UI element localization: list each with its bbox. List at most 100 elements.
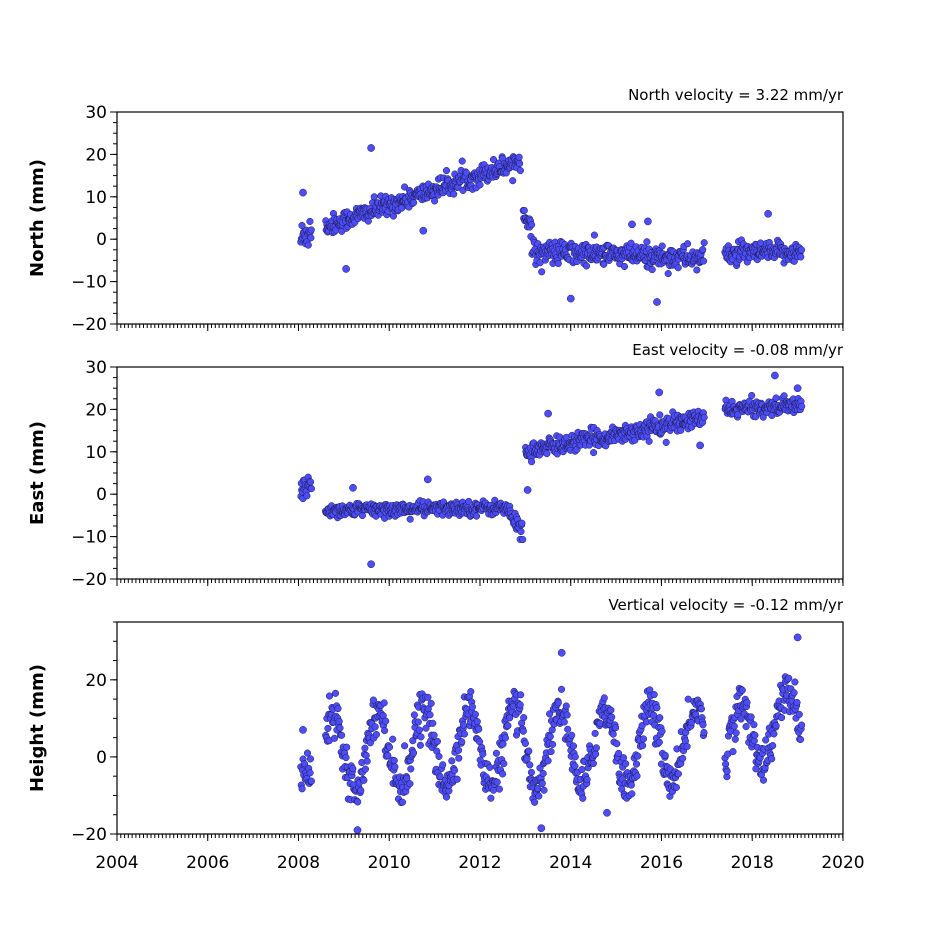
data-point	[538, 268, 546, 276]
data-point	[564, 725, 572, 733]
data-point-outlier	[544, 409, 552, 418]
data-point	[516, 167, 524, 175]
data-point	[743, 698, 751, 707]
data-point	[653, 704, 661, 712]
data-point	[578, 765, 586, 774]
data-point-outlier	[299, 188, 307, 197]
data-point	[540, 786, 548, 794]
data-point	[769, 742, 777, 750]
x-tick-label: 2004	[95, 853, 138, 873]
data-point	[592, 744, 600, 752]
data-point	[519, 727, 527, 735]
data-point	[568, 731, 576, 739]
data-point	[643, 238, 651, 246]
data-point	[361, 744, 369, 752]
data-point	[683, 743, 691, 751]
data-point	[465, 497, 473, 505]
axes-frame-north	[116, 111, 844, 325]
data-point	[650, 691, 658, 699]
data-point-outlier	[299, 726, 307, 734]
data-point	[798, 402, 806, 410]
data-point	[554, 259, 562, 268]
x-tick-label: 2006	[186, 853, 229, 873]
data-point	[742, 723, 750, 731]
data-point	[372, 730, 380, 739]
data-point	[410, 199, 418, 207]
data-point	[639, 742, 647, 750]
data-point	[338, 731, 346, 739]
y-axis-label-north: North (mm)	[27, 159, 48, 277]
data-point	[303, 749, 312, 757]
data-point	[303, 492, 311, 500]
data-point	[791, 678, 799, 686]
data-point	[422, 724, 430, 732]
data-point-outlier	[557, 648, 566, 657]
data-point	[471, 710, 479, 718]
data-point	[520, 714, 528, 722]
data-point	[751, 731, 759, 739]
data-point	[384, 751, 392, 759]
data-point	[607, 706, 615, 714]
data-point	[738, 686, 746, 694]
y-tick-label: −10	[71, 528, 107, 548]
data-point	[409, 737, 417, 745]
data-point	[700, 239, 708, 247]
y-tick-label: −20	[71, 570, 107, 590]
y-tick-label: 20	[85, 400, 107, 420]
data-point	[780, 392, 788, 400]
data-point	[366, 739, 374, 747]
data-point-outlier	[793, 633, 802, 642]
data-point	[298, 785, 306, 793]
data-point	[700, 413, 708, 421]
data-point	[785, 674, 793, 682]
data-point	[520, 206, 528, 215]
data-point	[335, 717, 343, 725]
data-point-outlier	[764, 209, 772, 218]
panel-height: 2004 2006 2008 2010 2012 2014 2016 2018 2020 −20 0…	[27, 596, 865, 873]
data-point	[307, 478, 315, 486]
panel-east: −20 −10 0 10 20 30 East (mm) East velocity = -0…	[27, 341, 844, 590]
data-points-east	[297, 371, 806, 569]
data-point	[300, 760, 309, 768]
data-point	[627, 239, 635, 247]
data-point	[518, 519, 526, 527]
y-tick-label: 0	[96, 748, 107, 768]
data-point	[535, 792, 543, 800]
y-tick-label: 0	[96, 485, 107, 505]
data-point	[759, 776, 768, 784]
data-point	[656, 411, 664, 419]
data-point	[343, 743, 351, 751]
data-point	[762, 736, 770, 744]
data-point	[569, 742, 578, 750]
data-point	[519, 535, 527, 544]
data-point	[700, 257, 708, 265]
data-point	[306, 769, 314, 777]
y-tick-label: 20	[85, 145, 107, 165]
data-point-outlier	[523, 486, 532, 494]
data-point-outlier	[367, 560, 375, 569]
data-point	[450, 190, 458, 198]
data-point	[544, 757, 552, 765]
data-point	[475, 725, 483, 733]
data-point-outlier	[353, 826, 362, 834]
data-point	[609, 730, 617, 738]
data-point	[699, 246, 707, 254]
data-point	[554, 699, 562, 707]
x-ticks-east	[116, 579, 844, 586]
data-point	[389, 735, 397, 743]
data-point	[600, 260, 608, 268]
data-point	[336, 724, 344, 732]
data-point	[442, 167, 451, 175]
y-tick-label: 10	[85, 443, 107, 463]
data-point	[528, 221, 536, 229]
data-point	[590, 449, 598, 457]
data-point	[608, 713, 616, 721]
data-point	[495, 785, 503, 793]
x-ticks-north	[116, 324, 844, 331]
data-point	[684, 240, 692, 248]
x-tick-label: 2020	[821, 853, 864, 873]
data-point	[401, 183, 409, 191]
y-ticks-height: −20 0 20	[71, 621, 117, 845]
data-point-outlier	[628, 220, 636, 229]
